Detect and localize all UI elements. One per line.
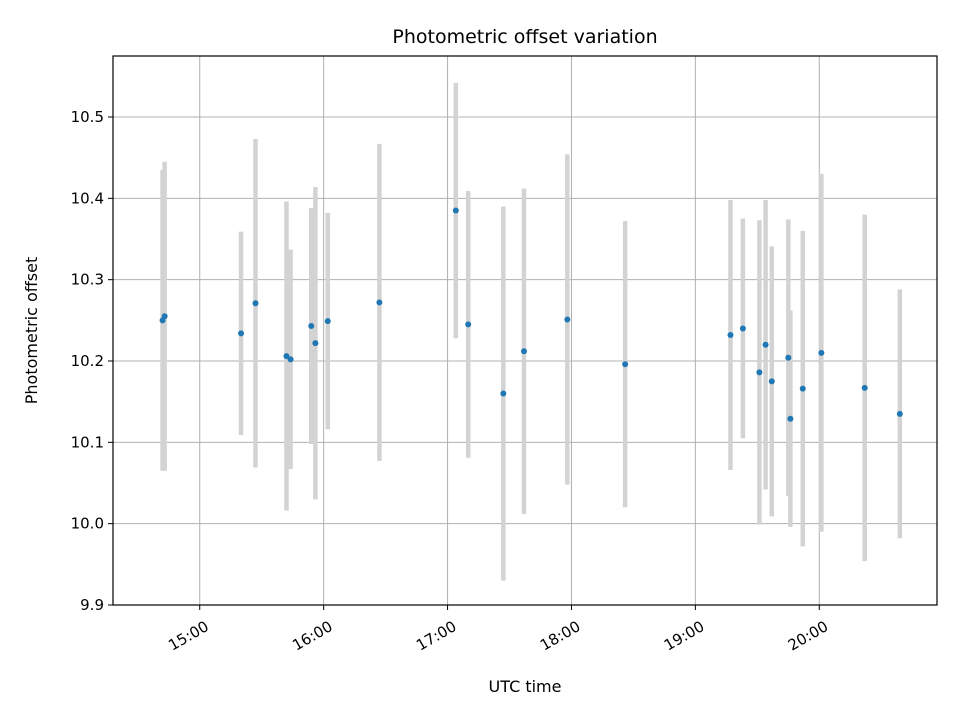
data-point [768, 378, 775, 385]
y-tick-label: 10.4 [71, 189, 104, 207]
data-point [252, 300, 259, 307]
y-tick-label: 10.2 [71, 352, 104, 370]
data-point [161, 313, 168, 320]
data-point [452, 207, 459, 214]
data-point [324, 318, 331, 325]
data-point [799, 385, 806, 392]
chart-title: Photometric offset variation [392, 26, 657, 48]
data-point [500, 390, 507, 397]
data-point [465, 321, 472, 328]
data-points [159, 207, 903, 422]
y-axis-title: Photometric offset [22, 257, 41, 405]
y-tick-label: 10.1 [71, 433, 104, 451]
y-tick-label: 10.5 [71, 108, 104, 126]
y-tick-label: 9.9 [80, 596, 104, 614]
data-point [312, 340, 319, 347]
data-point [622, 361, 629, 368]
data-point [739, 325, 746, 332]
data-point [287, 356, 294, 363]
data-point [727, 331, 734, 338]
data-point [564, 316, 571, 323]
data-point [376, 299, 383, 306]
data-point [861, 384, 868, 391]
x-axis-title: UTC time [489, 677, 562, 696]
data-point [785, 354, 792, 361]
data-point [520, 348, 527, 355]
data-point [818, 349, 825, 356]
data-point [283, 353, 290, 360]
data-point [896, 410, 903, 417]
y-tick-label: 10.3 [71, 271, 104, 289]
data-point [762, 341, 769, 348]
data-point [308, 323, 315, 330]
y-tick-label: 10.0 [71, 515, 104, 533]
data-point [787, 415, 794, 422]
plot-frame [112, 55, 938, 606]
data-point [238, 330, 245, 337]
data-point [756, 369, 763, 376]
